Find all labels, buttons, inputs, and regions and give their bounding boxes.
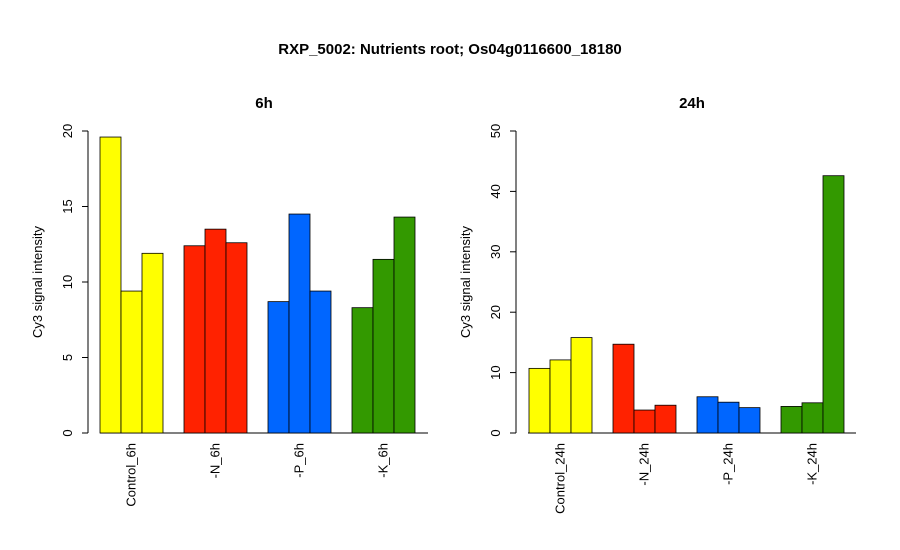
panel-title: 6h <box>255 95 273 112</box>
bar <box>612 343 635 434</box>
bar <box>225 242 248 434</box>
bar <box>717 401 740 434</box>
bar <box>309 290 332 434</box>
bar <box>120 290 143 434</box>
bar <box>801 402 824 434</box>
category-label: Control_6h <box>124 443 139 507</box>
y-tick-label: 0 <box>488 429 503 436</box>
panel-6h: 6h Cy3 signal intensity 0 5 10 15 20 Control_6h… <box>30 95 428 507</box>
panel-title: 24h <box>679 95 705 112</box>
bar <box>822 175 845 434</box>
category-label: -N_24h <box>637 443 652 486</box>
category-label: -K_24h <box>805 443 820 485</box>
y-tick-label: 20 <box>488 305 503 319</box>
category-label: -N_6h <box>208 443 223 478</box>
bar <box>738 407 761 434</box>
y-tick-label: 10 <box>60 275 75 289</box>
page-title: RXP_5002: Nutrients root; Os04g0116600_1… <box>278 41 622 58</box>
category-label: -K_6h <box>376 443 391 478</box>
bar <box>393 216 416 434</box>
y-tick-label: 15 <box>60 199 75 213</box>
bar <box>570 337 593 434</box>
bar <box>372 258 395 434</box>
bar <box>696 396 719 434</box>
bar <box>528 367 551 434</box>
category-label: -P_24h <box>721 443 736 485</box>
bar <box>141 252 164 434</box>
category-label: Control_24h <box>553 443 568 514</box>
y-tick-label: 10 <box>488 365 503 379</box>
bar <box>633 409 656 434</box>
y-tick-label: 30 <box>488 245 503 259</box>
y-tick-label: 20 <box>60 124 75 138</box>
y-tick-label: 40 <box>488 184 503 198</box>
y-axis-label: Cy3 signal intensity <box>458 226 473 338</box>
y-axis-label: Cy3 signal intensity <box>30 226 45 338</box>
y-tick-label: 50 <box>488 124 503 138</box>
y-tick-label: 0 <box>60 429 75 436</box>
panel-24h: 24h Cy3 signal intensity 0 10 20 30 40 50 Contro… <box>458 95 856 514</box>
bar <box>183 245 206 434</box>
bar <box>654 404 677 434</box>
bar <box>267 301 290 434</box>
bar <box>549 359 572 434</box>
bar <box>351 307 374 434</box>
bar <box>288 213 311 434</box>
bar <box>99 136 122 434</box>
bar <box>780 406 803 434</box>
y-tick-label: 5 <box>60 354 75 361</box>
bar <box>204 228 227 434</box>
category-label: -P_6h <box>292 443 307 478</box>
